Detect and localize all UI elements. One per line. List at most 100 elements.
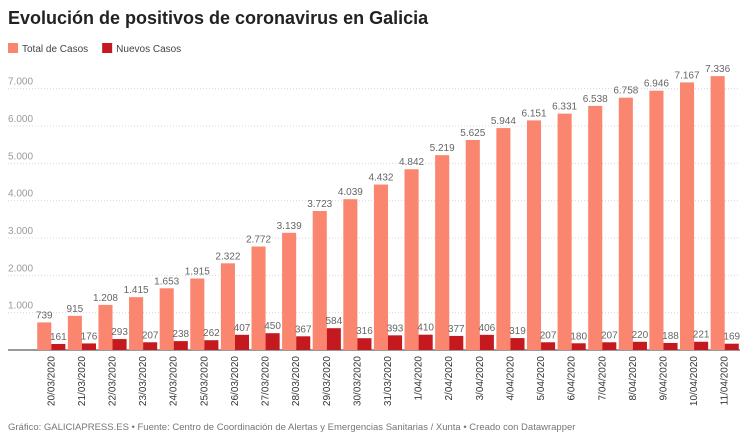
y-tick-label: 4.000 (8, 189, 33, 200)
x-tick-label: 20/03/2020 (46, 356, 57, 406)
value-label: 410 (417, 323, 434, 334)
bar (663, 342, 678, 350)
bar (602, 342, 617, 350)
bar (265, 333, 280, 350)
bar (343, 199, 358, 350)
x-tick-label: 2/04/2020 (444, 356, 455, 401)
value-label: 293 (111, 327, 128, 338)
value-label: 161 (50, 332, 67, 343)
x-tick-label: 4/04/2020 (505, 356, 516, 401)
value-label: 4.039 (338, 187, 363, 198)
bar (67, 315, 82, 350)
value-label: 393 (387, 323, 404, 334)
x-tick-label: 29/03/2020 (322, 356, 333, 406)
value-label: 316 (356, 326, 373, 337)
value-label: 1.415 (124, 285, 149, 296)
x-tick-label: 24/03/2020 (169, 356, 180, 406)
bar (710, 76, 725, 350)
x-tick-label: 7/04/2020 (597, 356, 608, 401)
value-label: 6.331 (552, 102, 577, 113)
x-tick-label: 3/04/2020 (475, 356, 486, 401)
value-label: 4.432 (368, 173, 393, 184)
y-tick-label: 3.000 (8, 226, 33, 237)
value-label: 7.167 (675, 70, 700, 81)
value-label: 1.653 (154, 276, 179, 287)
bar (296, 336, 311, 350)
bar (81, 343, 96, 350)
bar (694, 341, 709, 350)
value-label: 180 (570, 331, 587, 342)
legend-swatch (102, 43, 113, 53)
bar (418, 334, 433, 350)
x-tick-label: 8/04/2020 (628, 356, 639, 401)
value-label: 207 (142, 330, 159, 341)
x-tick-label: 23/03/2020 (138, 356, 149, 406)
value-label: 5.219 (430, 143, 455, 154)
y-tick-label: 1.000 (8, 301, 33, 312)
value-label: 262 (203, 328, 220, 339)
bar (112, 339, 127, 350)
bar (37, 322, 52, 350)
bar (649, 90, 664, 350)
y-tick-label: 7.000 (8, 77, 33, 88)
x-tick-label: 28/03/2020 (291, 356, 302, 406)
x-tick-label: 6/04/2020 (567, 356, 578, 401)
value-label: 377 (448, 324, 465, 335)
value-label: 367 (295, 324, 312, 335)
value-label: 220 (632, 330, 649, 341)
value-label: 319 (509, 326, 526, 337)
value-label: 584 (325, 316, 342, 327)
bar (190, 278, 205, 350)
value-label: 5.944 (491, 116, 516, 127)
bar (357, 338, 372, 350)
bar (496, 128, 511, 350)
x-tick-label: 1/04/2020 (414, 356, 425, 401)
bar (510, 338, 525, 350)
x-tick-label: 25/03/2020 (199, 356, 210, 406)
value-label: 2.322 (215, 251, 240, 262)
bar (526, 120, 542, 350)
bar (680, 82, 695, 350)
y-tick-label: 6.000 (8, 114, 33, 125)
bar (204, 340, 219, 350)
x-tick-label: 22/03/2020 (108, 356, 119, 406)
bar (373, 184, 388, 350)
x-tick-label: 21/03/2020 (77, 356, 88, 406)
value-label: 3.723 (307, 199, 332, 210)
bar (571, 343, 586, 350)
value-label: 5.625 (460, 128, 485, 139)
chart-title: Evolución de positivos de coronavirus en… (8, 8, 429, 28)
value-label: 915 (67, 304, 84, 315)
value-label: 6.151 (521, 108, 546, 119)
bar (98, 304, 113, 350)
bar (173, 341, 188, 350)
legend-label: Nuevos Casos (116, 44, 181, 55)
value-label: 188 (662, 331, 679, 342)
bar (388, 335, 403, 350)
value-label: 221 (693, 330, 710, 341)
bar (557, 113, 572, 350)
bar (51, 343, 66, 350)
bar (326, 328, 341, 350)
value-label: 407 (234, 323, 251, 334)
bar (129, 297, 144, 350)
bar (251, 246, 266, 350)
value-label: 1.915 (185, 267, 210, 278)
bar (479, 334, 494, 350)
bar (435, 155, 450, 350)
value-label: 7.336 (705, 64, 730, 75)
x-tick-label: 26/03/2020 (230, 356, 241, 406)
x-tick-label: 27/03/2020 (261, 356, 272, 406)
value-label: 6.758 (613, 86, 638, 97)
value-label: 207 (540, 330, 557, 341)
y-tick-label: 5.000 (8, 151, 33, 162)
bar (541, 342, 556, 350)
legend-swatch (8, 43, 18, 53)
value-label: 4.842 (399, 157, 424, 168)
value-label: 739 (36, 310, 53, 321)
bar (465, 140, 480, 350)
bar (618, 97, 633, 351)
x-tick-label: 31/03/2020 (383, 356, 394, 406)
value-label: 2.772 (246, 235, 271, 246)
